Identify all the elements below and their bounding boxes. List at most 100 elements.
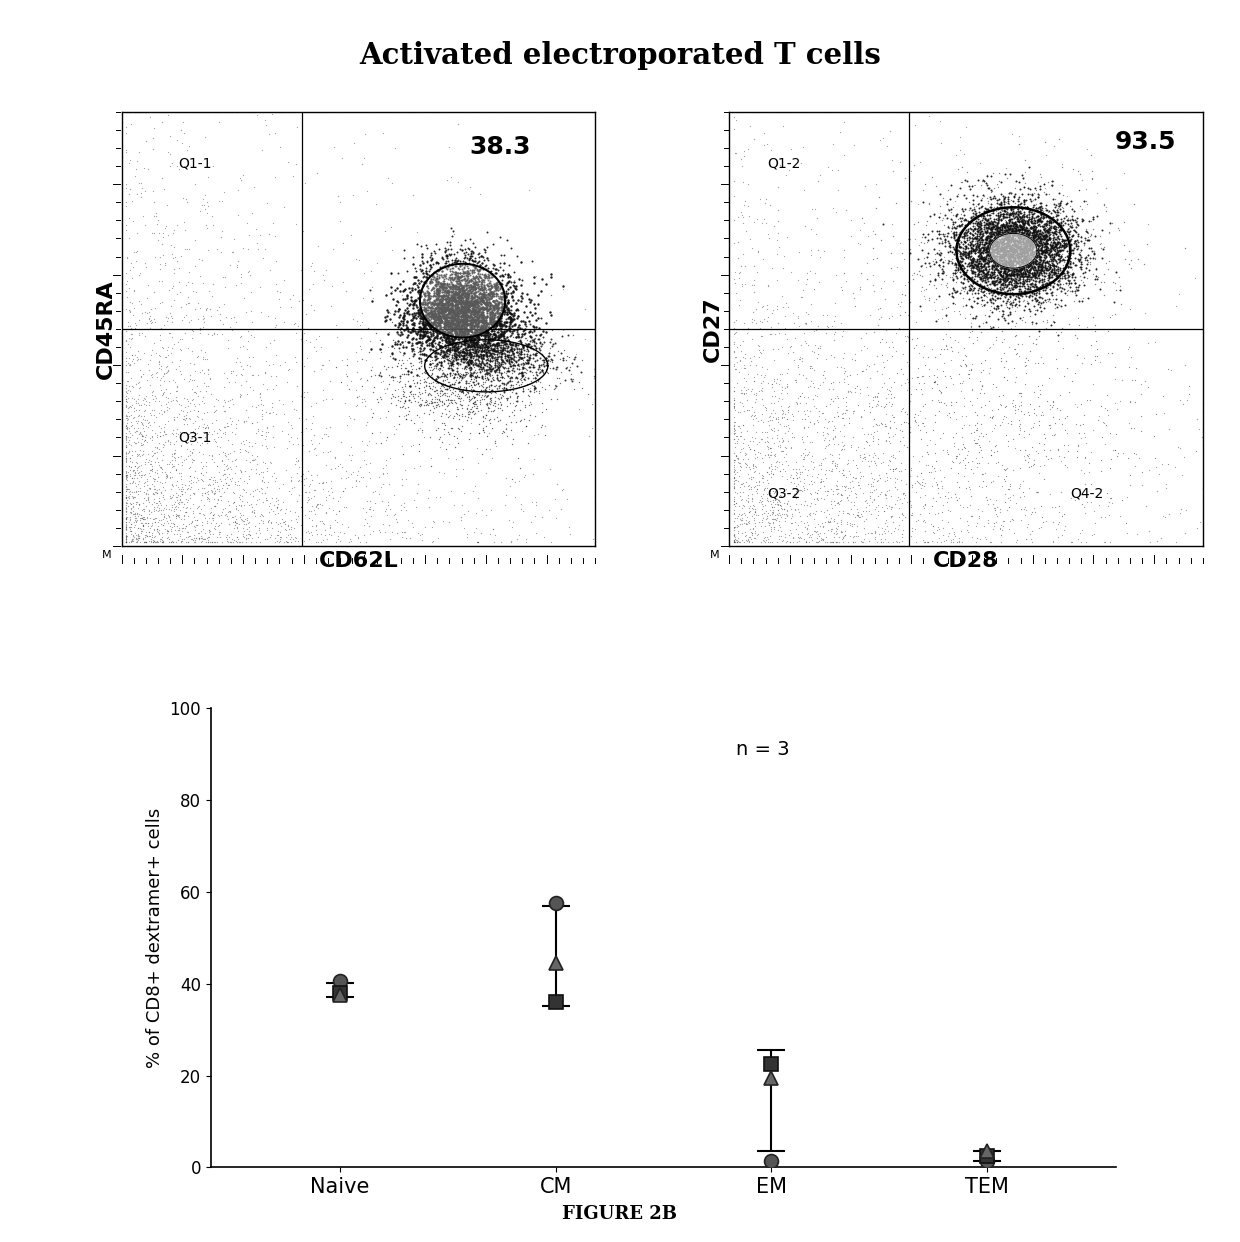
Point — [817, 417, 837, 437]
Point — [404, 291, 424, 310]
Point — [1007, 231, 1027, 251]
Point — [448, 313, 467, 333]
Point — [301, 419, 321, 438]
Point — [1001, 190, 1021, 210]
Point — [294, 532, 314, 551]
Point — [738, 456, 758, 476]
Point — [1009, 202, 1029, 222]
Point — [162, 457, 182, 477]
Point — [737, 472, 756, 492]
Point — [424, 392, 444, 412]
Point — [1001, 411, 1021, 431]
Point — [753, 499, 773, 519]
Point — [445, 303, 465, 323]
Point — [420, 317, 440, 337]
Point — [171, 329, 191, 349]
Point — [921, 390, 941, 410]
Point — [449, 338, 469, 358]
Point — [986, 212, 1006, 232]
Point — [1001, 240, 1021, 260]
Point — [145, 513, 165, 533]
Point — [999, 251, 1019, 271]
Point — [455, 312, 475, 332]
Point — [446, 333, 466, 353]
Point — [440, 312, 460, 332]
Point — [513, 335, 533, 355]
Point — [1060, 191, 1080, 211]
Point — [740, 351, 760, 371]
Point — [992, 235, 1012, 255]
Point — [456, 380, 476, 400]
Point — [993, 225, 1013, 245]
Point — [481, 283, 501, 303]
Point — [484, 519, 503, 539]
Point — [822, 494, 842, 514]
Point — [144, 206, 164, 226]
Point — [490, 257, 510, 277]
Point — [501, 532, 521, 551]
Point — [464, 288, 484, 308]
Point — [1017, 230, 1037, 250]
Point — [831, 421, 851, 441]
Point — [439, 288, 459, 308]
Point — [1032, 243, 1052, 263]
Point — [1145, 426, 1164, 446]
Point — [999, 226, 1019, 246]
Point — [1001, 221, 1021, 241]
Point — [967, 251, 987, 271]
Point — [472, 278, 492, 298]
Point — [895, 168, 915, 188]
Point — [760, 525, 780, 545]
Point — [994, 271, 1014, 291]
Point — [994, 245, 1014, 265]
Point — [289, 291, 309, 310]
Point — [959, 230, 978, 250]
Point — [484, 277, 503, 297]
Point — [117, 422, 136, 442]
Point — [206, 102, 226, 122]
Point — [353, 148, 373, 168]
Point — [440, 334, 460, 354]
Point — [832, 463, 852, 483]
Point — [1025, 265, 1045, 284]
Point — [1027, 216, 1047, 236]
Point — [454, 325, 474, 345]
Point — [877, 137, 897, 156]
Point — [1002, 256, 1022, 276]
Point — [454, 349, 474, 369]
Point — [1021, 306, 1040, 325]
Point — [1002, 221, 1022, 241]
Point — [232, 356, 252, 376]
Point — [1109, 217, 1128, 237]
Point — [432, 276, 451, 296]
Point — [786, 452, 806, 472]
Point — [724, 262, 744, 282]
Point — [154, 401, 174, 421]
Point — [952, 216, 972, 236]
Point — [403, 294, 423, 314]
Point — [143, 312, 162, 332]
Point — [835, 112, 854, 132]
Point — [417, 360, 436, 380]
Point — [481, 274, 501, 294]
Point — [435, 309, 455, 329]
Y-axis label: % of CD8+ dextramer+ cells: % of CD8+ dextramer+ cells — [146, 807, 164, 1068]
Point — [994, 256, 1014, 276]
Point — [330, 502, 350, 522]
Point — [472, 345, 492, 365]
Point — [993, 214, 1013, 233]
Point — [748, 292, 768, 312]
Point — [445, 385, 465, 405]
Point — [405, 273, 425, 293]
Point — [501, 351, 521, 371]
Point — [1002, 202, 1022, 222]
Point — [998, 236, 1018, 256]
Point — [966, 258, 986, 278]
Point — [404, 294, 424, 314]
Point — [965, 219, 985, 238]
Point — [759, 445, 779, 465]
Point — [453, 297, 472, 317]
Point — [1011, 197, 1030, 217]
Point — [131, 522, 151, 542]
Point — [1055, 296, 1075, 315]
